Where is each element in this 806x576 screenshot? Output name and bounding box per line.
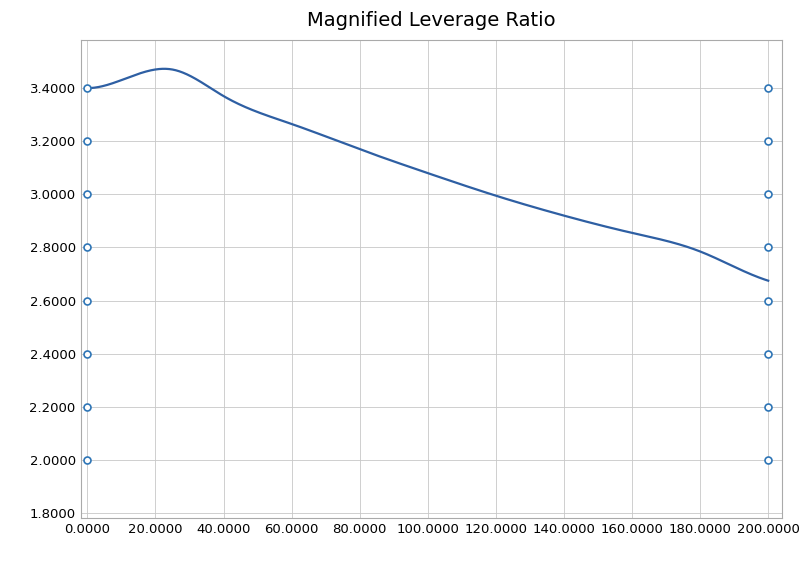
- Point: [762, 402, 775, 411]
- Point: [762, 243, 775, 252]
- Point: [762, 296, 775, 305]
- Point: [762, 456, 775, 465]
- Point: [81, 190, 93, 199]
- Point: [81, 137, 93, 146]
- Point: [81, 84, 93, 93]
- Point: [81, 296, 93, 305]
- Point: [762, 137, 775, 146]
- Point: [81, 456, 93, 465]
- Point: [81, 349, 93, 358]
- Point: [762, 84, 775, 93]
- Point: [762, 349, 775, 358]
- Title: Magnified Leverage Ratio: Magnified Leverage Ratio: [307, 12, 555, 31]
- Point: [762, 190, 775, 199]
- Point: [81, 402, 93, 411]
- Point: [81, 243, 93, 252]
